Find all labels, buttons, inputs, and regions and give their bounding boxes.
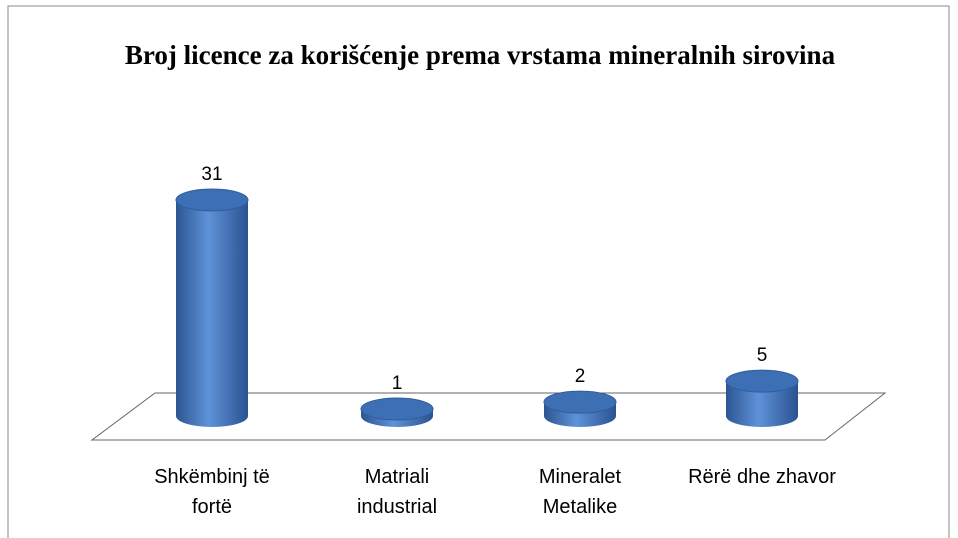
chart-border [7,5,950,538]
bar [725,369,799,427]
bar-top [543,390,617,414]
bar [360,397,434,427]
bar [175,188,249,427]
data-label: 1 [391,373,403,395]
bar-top [725,369,799,393]
bar-top [360,397,434,421]
bar [543,390,617,427]
x-tick-label: Mineralet Metalike [538,466,622,518]
data-label: 31 [201,164,223,185]
bar-body [726,381,798,427]
data-label: 5 [756,345,768,367]
x-tick-label: Matriali industrial [356,466,438,518]
floor [90,392,887,441]
data-label: 2 [574,366,586,388]
x-tick-label: Rërë dhe zhavor [688,466,836,488]
bar-top [175,188,249,212]
bar-body [176,200,248,427]
x-tick-label: Shkëmbinj të fortë [154,466,270,518]
chart-title: Broj licence za korišćenje prema vrstama… [124,40,836,70]
